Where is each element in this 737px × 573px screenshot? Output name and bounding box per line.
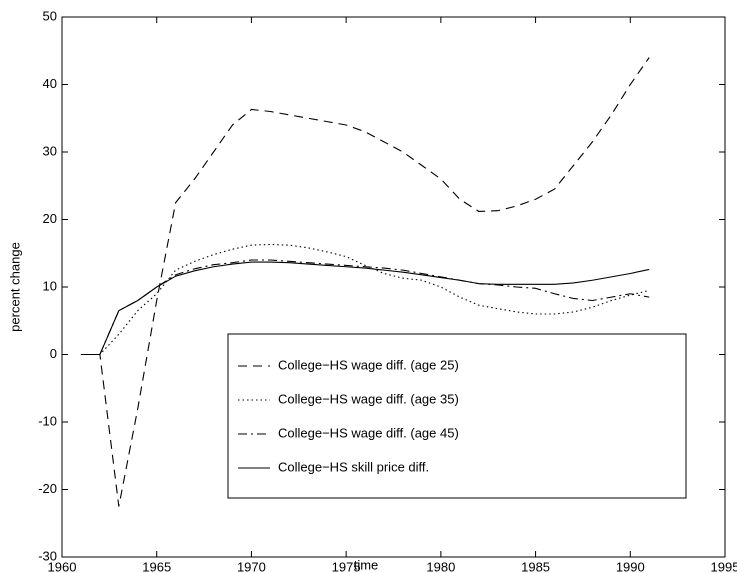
x-axis-label: time xyxy=(354,557,379,572)
y-tick-label: -30 xyxy=(38,548,57,563)
y-tick-label: -20 xyxy=(38,481,57,496)
series-line xyxy=(80,259,650,356)
series-line xyxy=(80,243,650,356)
x-tick-label: 1970 xyxy=(237,559,266,573)
series-line xyxy=(80,57,650,507)
legend-label: College−HS wage diff. (age 35) xyxy=(278,391,459,406)
x-tick-label: 1980 xyxy=(426,559,455,573)
y-tick-label: 10 xyxy=(43,278,57,293)
x-tick-label: 1995 xyxy=(711,559,737,573)
legend-box xyxy=(227,333,687,499)
x-tick-label: 1985 xyxy=(521,559,550,573)
x-tick-label: 1990 xyxy=(616,559,645,573)
legend-label: College−HS skill price diff. xyxy=(278,459,429,474)
y-tick-label: 30 xyxy=(43,143,57,158)
x-tick-label: 1965 xyxy=(142,559,171,573)
y-tick-label: 40 xyxy=(43,76,57,91)
x-tick-label: 1975 xyxy=(332,559,361,573)
legend-label: College−HS wage diff. (age 25) xyxy=(278,357,459,372)
y-axis-label: percent change xyxy=(7,242,22,332)
legend-label: College−HS wage diff. (age 45) xyxy=(278,425,459,440)
y-tick-label: 50 xyxy=(43,8,57,23)
x-tick-label: 1960 xyxy=(48,559,77,573)
y-tick-label: 0 xyxy=(50,346,57,361)
y-tick-label: -10 xyxy=(38,413,57,428)
series-line xyxy=(80,261,650,356)
y-tick-label: 20 xyxy=(43,211,57,226)
